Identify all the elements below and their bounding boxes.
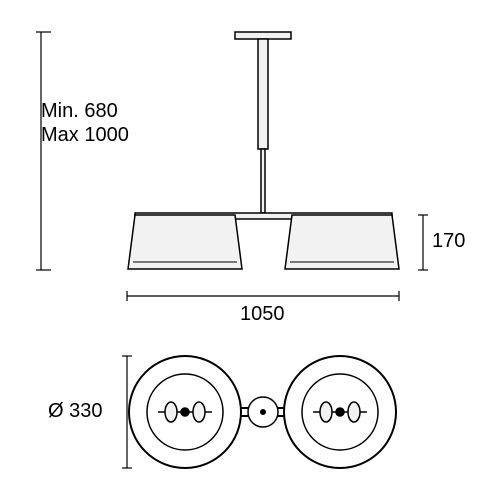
dim-height-overall xyxy=(36,32,51,270)
rod-inner xyxy=(261,149,265,213)
shade-right xyxy=(285,215,399,269)
label-height-min: Min. 680 xyxy=(41,100,118,123)
label-height-max: Max 1000 xyxy=(41,124,129,147)
rod-outer xyxy=(258,39,268,149)
label-width: 1050 xyxy=(240,303,285,326)
ceiling-mount xyxy=(235,32,291,39)
dim-width xyxy=(127,291,399,301)
technical-drawing xyxy=(0,0,500,500)
shade-left xyxy=(128,215,242,269)
label-shade-height: 170 xyxy=(432,230,465,253)
dim-shade-height xyxy=(418,215,428,270)
plan-center-dot xyxy=(260,409,266,415)
label-diameter: Ø 330 xyxy=(48,400,102,423)
